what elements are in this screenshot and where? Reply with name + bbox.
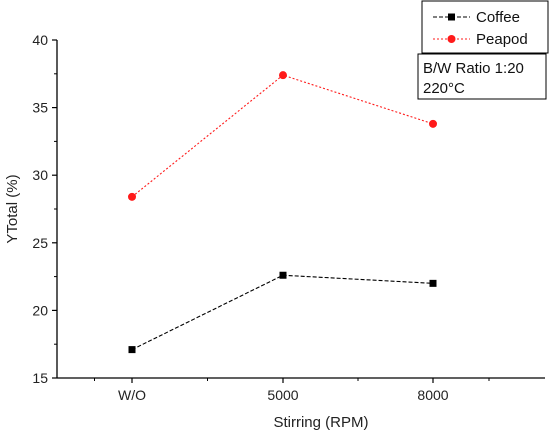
x-ticks: W/O 5000 8000	[94, 378, 490, 403]
y-tick-label: 15	[32, 370, 48, 386]
data-point-coffee	[429, 279, 437, 287]
data-point-coffee	[128, 346, 136, 354]
series-line-peapod	[131, 74, 434, 198]
annotation-line-temperature: 220°C	[423, 80, 465, 97]
legend: Coffee Peapod	[421, 0, 549, 54]
data-point-peapod	[279, 71, 287, 80]
plot-area: 15 20 25 30 35 40 W/O 5000 8000	[32, 32, 545, 403]
annotation-box: B/W Ratio 1:20 220°C	[417, 53, 547, 100]
y-tick-label: 30	[32, 167, 48, 183]
legend-label-coffee: Coffee	[476, 9, 520, 26]
legend-box	[421, 0, 549, 54]
y-tick-label: 40	[32, 32, 48, 48]
y-tick-label: 35	[32, 100, 48, 116]
y-axis-label: YTotal (%)	[4, 174, 21, 243]
y-tick-label: 25	[32, 235, 48, 251]
data-point-peapod	[128, 192, 136, 201]
x-tick-label: W/O	[118, 387, 146, 403]
y-tick-label: 20	[32, 302, 48, 318]
annotation-frame	[417, 53, 547, 100]
x-tick-label: 5000	[267, 387, 298, 403]
x-axis-label: Stirring (RPM)	[273, 414, 368, 431]
series-line-coffee	[131, 274, 434, 351]
data-point-peapod	[429, 119, 437, 128]
legend-marker-square	[448, 13, 455, 21]
legend-items: Coffee Peapod	[433, 9, 528, 48]
legend-label-peapod: Peapod	[476, 31, 528, 48]
legend-marker-circle	[447, 35, 456, 43]
data-point-coffee	[279, 271, 287, 279]
y-ticks: 15 20 25 30 35 40	[32, 32, 57, 386]
annotation-line-ratio: B/W Ratio 1:20	[423, 60, 524, 77]
series-layer	[128, 71, 437, 354]
x-tick-label: 8000	[417, 387, 448, 403]
